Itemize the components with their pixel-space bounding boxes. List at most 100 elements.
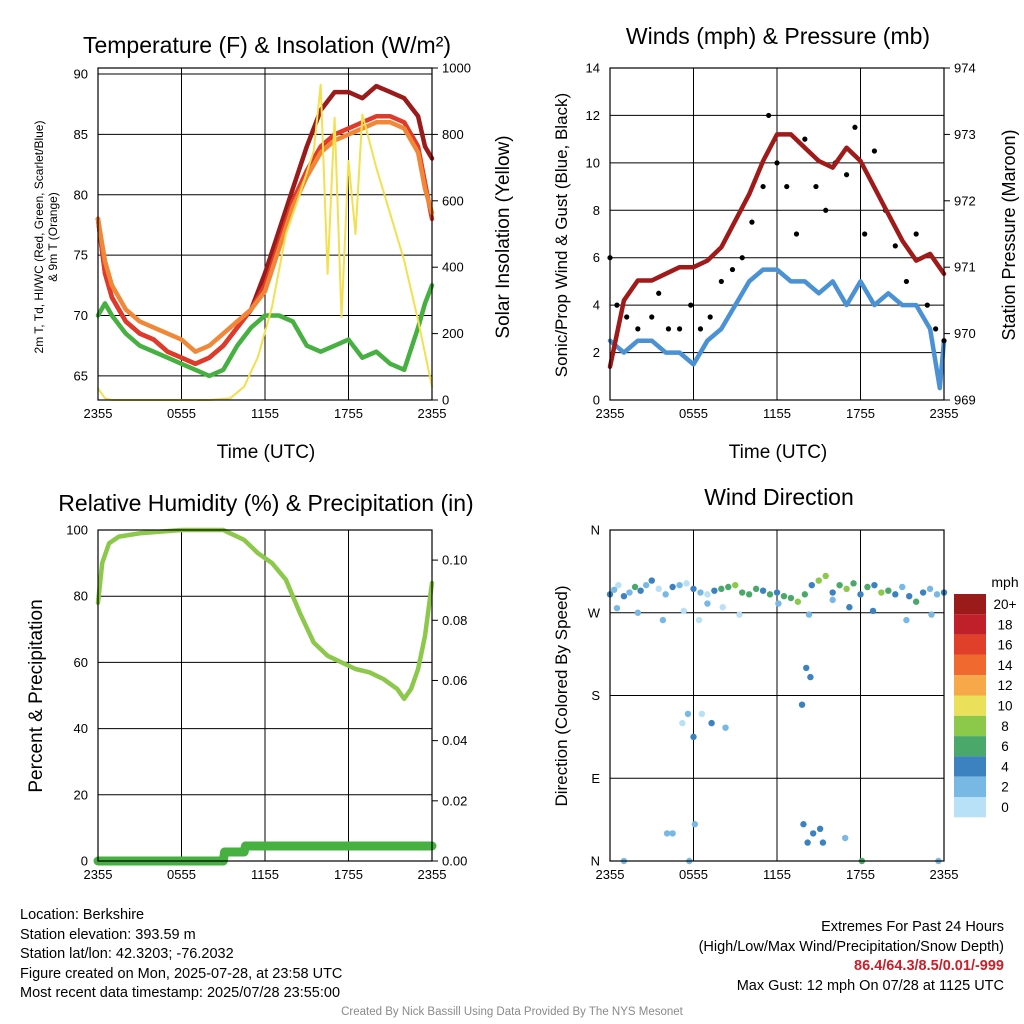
y-tick-label: 65 — [74, 368, 88, 383]
y-tick-label: S — [591, 688, 600, 703]
colorbar-label: 10 — [997, 699, 1012, 714]
direction-point — [648, 577, 655, 584]
dir-y-axis-label: Direction (Colored By Speed) — [552, 585, 571, 806]
direction-point — [836, 581, 843, 589]
wind-x-axis-label: Time (UTC) — [729, 442, 828, 463]
panel-2: 2355 0555 1155 1755 23550204060801000.000.02… — [66, 523, 467, 883]
y-right-tick-label: 970 — [954, 326, 976, 341]
y-right-tick-label: 0.08 — [442, 613, 467, 628]
direction-point — [669, 830, 676, 837]
gust-point — [656, 290, 662, 296]
gust-point — [793, 231, 800, 237]
gust-point — [802, 136, 808, 142]
direction-point — [669, 583, 676, 591]
direction-point — [926, 585, 934, 593]
y-tick-label: N — [591, 854, 600, 869]
direction-point — [610, 586, 618, 593]
y-tick-label: 14 — [586, 61, 600, 76]
wind-y-axis-label: Sonic/Prop Wind & Gust (Blue, Black) — [552, 93, 571, 377]
x-tick-label: 1755 — [334, 867, 363, 882]
plot-frame — [609, 529, 945, 862]
gust-point — [892, 243, 898, 249]
y-tick-label: E — [591, 771, 600, 786]
direction-point — [804, 839, 811, 846]
colorbar-label: 16 — [997, 638, 1012, 653]
y-right-tick-label: 0 — [442, 393, 449, 408]
x-tick-label: 2355 — [930, 867, 959, 882]
gust-point — [933, 326, 939, 332]
direction-point — [800, 821, 807, 828]
direction-point — [718, 585, 725, 593]
direction-point — [697, 589, 704, 596]
direction-point — [690, 585, 697, 593]
credit-text: Created By Nick Bassill Using Data Provi… — [341, 1006, 683, 1018]
direction-point — [690, 733, 697, 741]
direction-point — [829, 596, 836, 604]
created-text: Figure created on Mon, 2025-07-28, at 23… — [20, 965, 343, 982]
direction-point — [615, 581, 622, 589]
direction-point — [695, 616, 703, 624]
direction-point — [885, 587, 892, 594]
colorbar-label: 12 — [997, 678, 1012, 693]
direction-point — [722, 724, 729, 731]
x-tick-label: 1155 — [251, 867, 279, 882]
y-tick-label: 8 — [593, 203, 600, 218]
y-tick-label: 85 — [74, 127, 88, 142]
y-right-tick-label: 800 — [442, 127, 464, 142]
direction-point — [663, 830, 671, 837]
gust-point — [774, 160, 780, 166]
direction-point — [843, 585, 850, 593]
extremes-values: 86.4/64.3/8.5/0.01/-999 — [854, 958, 1004, 974]
colorbar-swatch — [954, 736, 986, 757]
y-right-tick-label: 972 — [954, 193, 976, 208]
plot-layer: 2355 0555 1155 1755 235565707580859002004006… — [66, 61, 975, 883]
y-tick-label: 10 — [586, 155, 600, 170]
direction-point — [815, 577, 822, 584]
colorbar-label: 18 — [997, 617, 1012, 632]
recent-data-text: Most recent data timestamp: 2025/07/28 2… — [20, 985, 341, 1001]
colorbar-swatch — [954, 776, 986, 797]
y-tick-label: 75 — [74, 248, 88, 263]
y-right-tick-label: 200 — [442, 326, 464, 341]
x-tick-label: 2355 — [596, 406, 625, 421]
colorbar-title: mph — [991, 574, 1018, 590]
direction-point — [745, 591, 753, 598]
direction-point — [620, 593, 628, 600]
y-tick-label: 4 — [593, 298, 600, 313]
gust-point — [766, 112, 772, 119]
location-text: Location: Berkshire — [20, 907, 145, 923]
y-tick-label: 2 — [593, 345, 600, 360]
temp-y-axis-right-label: Solar Insolation (Yellow) — [493, 135, 514, 338]
colorbar-swatch — [954, 756, 986, 777]
x-tick-label: 1755 — [846, 867, 875, 882]
wind-panel-title: Winds (mph) & Pressure (mb) — [626, 23, 930, 49]
gust-point — [813, 183, 819, 190]
y-right-tick-label: 0.00 — [442, 854, 467, 869]
direction-point — [752, 585, 760, 593]
direction-point — [801, 591, 809, 598]
colorbar-swatch — [954, 675, 986, 696]
gust-point — [614, 302, 620, 308]
direction-point — [626, 589, 633, 596]
direction-point — [829, 589, 836, 596]
gust-point — [739, 255, 745, 261]
y-right-tick-label: 969 — [954, 393, 976, 408]
x-tick-label: 2355 — [418, 406, 447, 421]
direction-point — [704, 600, 711, 607]
x-tick-label: 2355 — [84, 406, 113, 421]
temp-x-axis-label: Time (UTC) — [217, 442, 316, 463]
series-line — [95, 527, 435, 702]
gust-point — [707, 314, 713, 320]
y-tick-label: N — [591, 523, 600, 538]
colorbar: mph 20+ 18 16 14 12 10 8 6 4 2 0 — [954, 574, 1019, 818]
direction-point — [805, 611, 813, 618]
gust-point — [749, 219, 755, 225]
temp-y-axis-label-line1: 2m T, Td, HI/WC (Red, Green, Scarlet/Blu… — [32, 121, 46, 354]
colorbar-label: 0 — [1001, 800, 1009, 815]
direction-point — [631, 583, 639, 591]
gust-point — [823, 207, 829, 213]
direction-point — [708, 719, 715, 727]
dir-panel-title: Wind Direction — [704, 484, 854, 510]
direction-point — [809, 830, 817, 837]
